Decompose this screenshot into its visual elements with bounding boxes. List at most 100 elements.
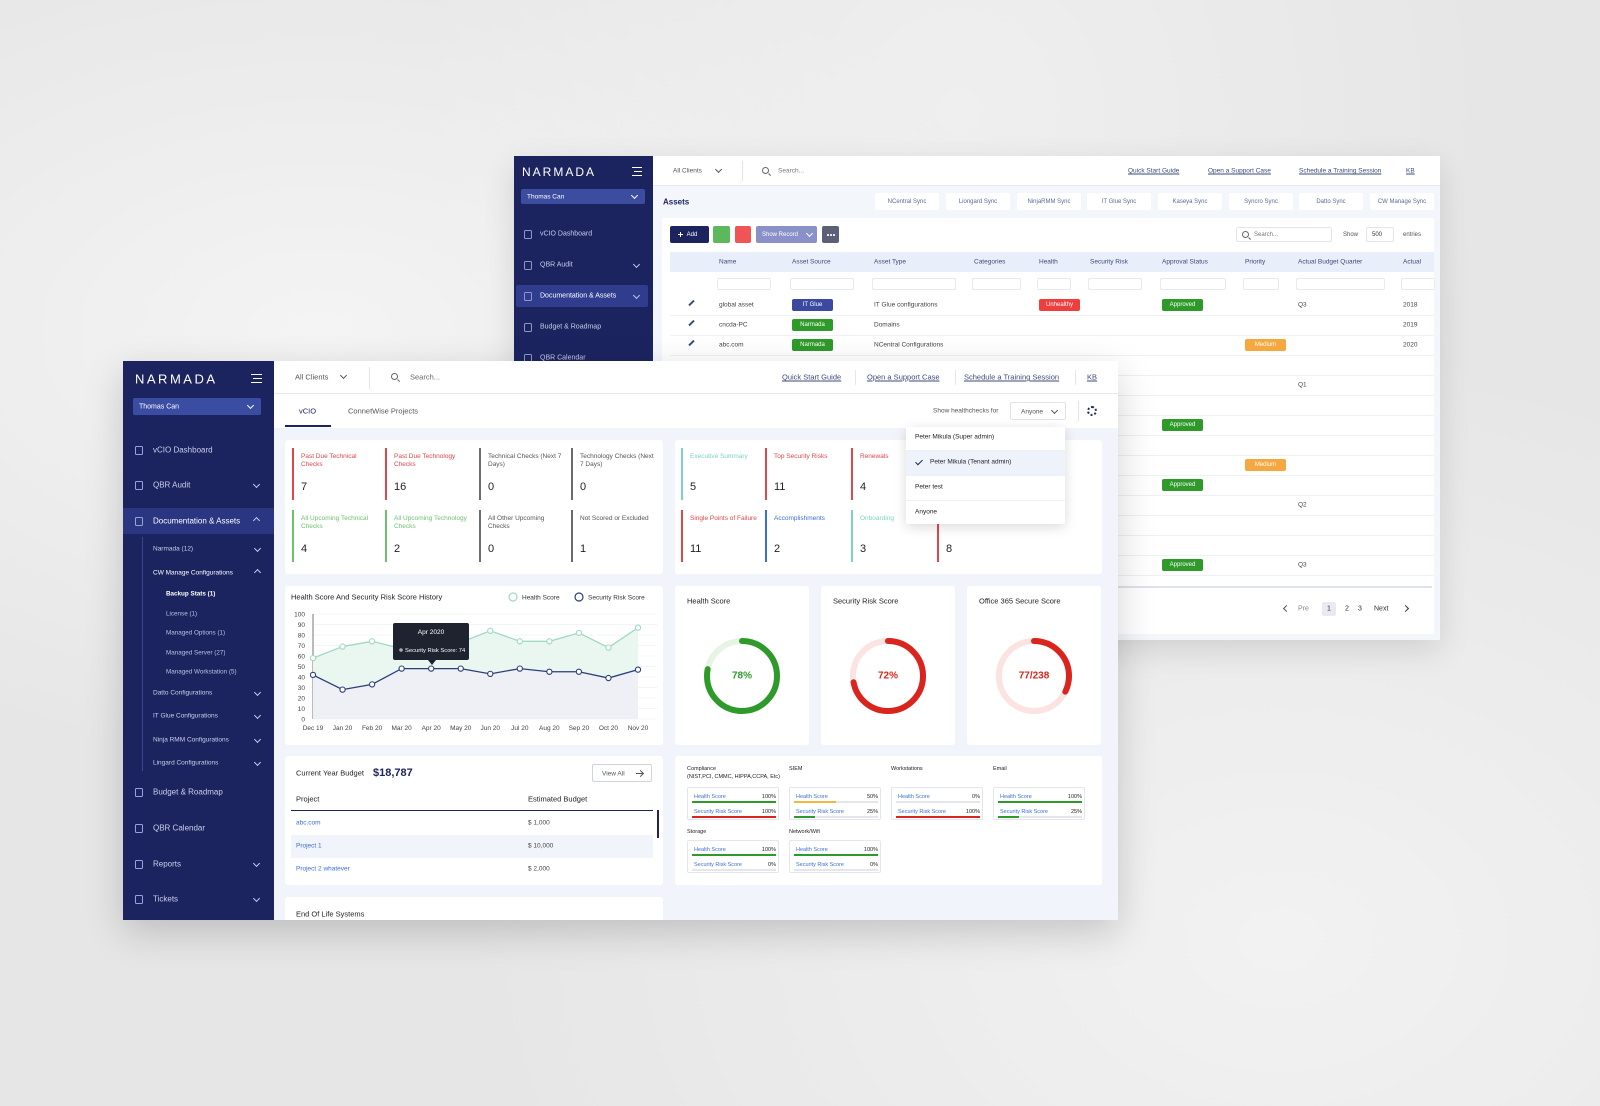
submenu-item[interactable]: IT Glue Configurations (153, 712, 218, 720)
column-header[interactable]: Name (719, 258, 737, 266)
submenu-item[interactable]: Ninja RMM Configurations (153, 736, 229, 744)
pagination-page[interactable]: 1 (1327, 605, 1331, 613)
sync-button[interactable]: CW Manage Sync (1370, 193, 1434, 210)
table-search[interactable]: Search... (1236, 227, 1332, 242)
filter-input[interactable] (790, 278, 854, 290)
settings-icon[interactable] (1087, 406, 1097, 416)
score-box: Health Score 100% Security Risk Score 100% (687, 787, 779, 820)
filter-input[interactable] (1037, 278, 1071, 290)
pagination-page[interactable]: 3 (1358, 605, 1362, 613)
header-link[interactable]: Schedule a Training Session (1299, 167, 1382, 175)
dropdown-option[interactable]: Peter Mikula (Super admin) (915, 433, 995, 441)
client-filter[interactable]: All Clients (673, 167, 702, 175)
filter-input[interactable] (972, 278, 1021, 290)
header-link[interactable]: Schedule a Training Session (964, 372, 1060, 382)
dropdown-option[interactable]: Peter Mikula (Tenant admin) (930, 458, 1012, 466)
column-header[interactable]: Asset Source (792, 258, 831, 266)
submenu-item[interactable]: Datto Configurations (153, 689, 213, 697)
user-select[interactable]: Thomas Can (521, 189, 645, 204)
project-name[interactable]: Project 2 whatever (296, 865, 350, 873)
column-header[interactable]: Actual Budget Quarter (1298, 258, 1363, 266)
more-button[interactable] (822, 226, 839, 243)
nav-item[interactable]: Documentation & Assets (153, 516, 241, 526)
header-link[interactable]: Quick Start Guide (782, 372, 842, 382)
column-header[interactable]: Approval Status (1162, 258, 1208, 266)
header-link[interactable]: KB (1087, 372, 1098, 382)
show-record-button[interactable]: Show Record (756, 226, 817, 243)
nav-item[interactable]: Reports (153, 859, 182, 869)
filter-input[interactable] (1296, 278, 1385, 290)
nav-item[interactable]: vCIO Dashboard (153, 445, 213, 455)
sync-button[interactable]: Datto Sync (1299, 193, 1363, 210)
sync-button[interactable]: Syncro Sync (1229, 193, 1293, 210)
search-icon (391, 373, 398, 380)
column-header[interactable]: Asset Type (874, 258, 907, 266)
filter-input[interactable] (872, 278, 956, 290)
filter-input[interactable] (1088, 278, 1142, 290)
nav-item[interactable]: Documentation & Assets (540, 292, 617, 300)
pagination-prev[interactable]: Pre (1298, 605, 1309, 613)
nav-item[interactable]: Budget & Roadmap (540, 323, 602, 331)
gauge-title: Security Risk Score (833, 596, 899, 606)
client-filter[interactable]: All Clients (295, 372, 329, 382)
dot-icon (833, 234, 835, 236)
filter-input[interactable] (717, 278, 771, 290)
healthcheck-select[interactable]: Anyone (1010, 402, 1066, 420)
nav-item[interactable]: QBR Calendar (540, 354, 586, 362)
sync-button[interactable]: NinjaRMM Sync (1017, 193, 1081, 210)
column-header[interactable]: Health (1039, 258, 1058, 266)
subsubmenu-item[interactable]: Managed Workstation (5) (166, 668, 237, 676)
header-link[interactable]: Open a Support Case (867, 372, 940, 382)
add-button[interactable]: Add (670, 226, 709, 243)
filter-input[interactable] (1401, 278, 1435, 290)
header-link[interactable]: Quick Start Guide (1128, 167, 1180, 175)
healthcheck-dropdown[interactable]: Peter Mikula (Super admin) Peter Mikula (… (906, 427, 1065, 524)
column-header[interactable]: Categories (974, 258, 1006, 266)
subsubmenu-item[interactable]: Managed Server (27) (166, 649, 226, 656)
edit-button[interactable] (713, 226, 730, 243)
submenu-item[interactable]: CW Manage Configurations (153, 569, 233, 577)
column-header[interactable]: Priority (1245, 258, 1266, 266)
scrollbar (657, 810, 659, 838)
filter-input[interactable] (1243, 278, 1279, 290)
header-link[interactable]: KB (1406, 167, 1415, 175)
search-input[interactable]: Search... (778, 167, 805, 175)
submenu-item[interactable]: Lingard Configurations (153, 759, 219, 767)
project-name[interactable]: abc.com (296, 819, 321, 827)
page-size-select[interactable]: 500 (1366, 227, 1394, 242)
view-all-button[interactable]: View All (592, 764, 652, 782)
score-track (692, 869, 776, 871)
column-header[interactable]: Security Risk (1090, 258, 1128, 266)
nav-item[interactable]: QBR Audit (153, 480, 191, 490)
subsubmenu-item[interactable]: License (1) (166, 610, 198, 617)
nav-item[interactable]: Budget & Roadmap (153, 787, 223, 797)
pagination-next[interactable]: Next (1374, 605, 1389, 613)
nav-item[interactable]: QBR Audit (540, 261, 573, 269)
tab[interactable]: vCIO (299, 406, 317, 416)
table-cell: Q1 (1298, 381, 1307, 389)
submenu-item[interactable]: Narmada (12) (153, 545, 194, 553)
subsubmenu-item[interactable]: Managed Options (1) (166, 629, 226, 637)
table-cell: Q3 (1298, 561, 1307, 569)
chevron-icon (632, 260, 641, 269)
filter-input[interactable] (1160, 278, 1226, 290)
sync-button[interactable]: IT Glue Sync (1087, 193, 1151, 210)
header-link[interactable]: Open a Support Case (1208, 167, 1271, 175)
nav-item[interactable]: vCIO Dashboard (540, 230, 593, 238)
dropdown-option[interactable]: Anyone (915, 508, 938, 516)
sync-button[interactable]: Kaseya Sync (1158, 193, 1222, 210)
delete-button[interactable] (735, 226, 751, 243)
pagination-page[interactable]: 2 (1345, 605, 1349, 613)
nav-item[interactable]: Tickets (153, 894, 179, 904)
search-input[interactable]: Search... (410, 372, 441, 382)
user-select[interactable]: Thomas Can (133, 398, 261, 415)
subsubmenu-item[interactable]: Backup Stats (1) (166, 590, 216, 598)
sync-button[interactable]: NCentral Sync (875, 193, 939, 210)
project-name[interactable]: Project 1 (296, 842, 322, 850)
nav-item[interactable]: QBR Calendar (153, 823, 206, 833)
column-header[interactable]: Actual (1403, 258, 1422, 266)
series-point (368, 681, 376, 688)
tab[interactable]: ConnetWise Projects (348, 406, 419, 416)
sync-button[interactable]: Liongard Sync (946, 193, 1010, 210)
dropdown-option[interactable]: Peter test (915, 483, 943, 491)
